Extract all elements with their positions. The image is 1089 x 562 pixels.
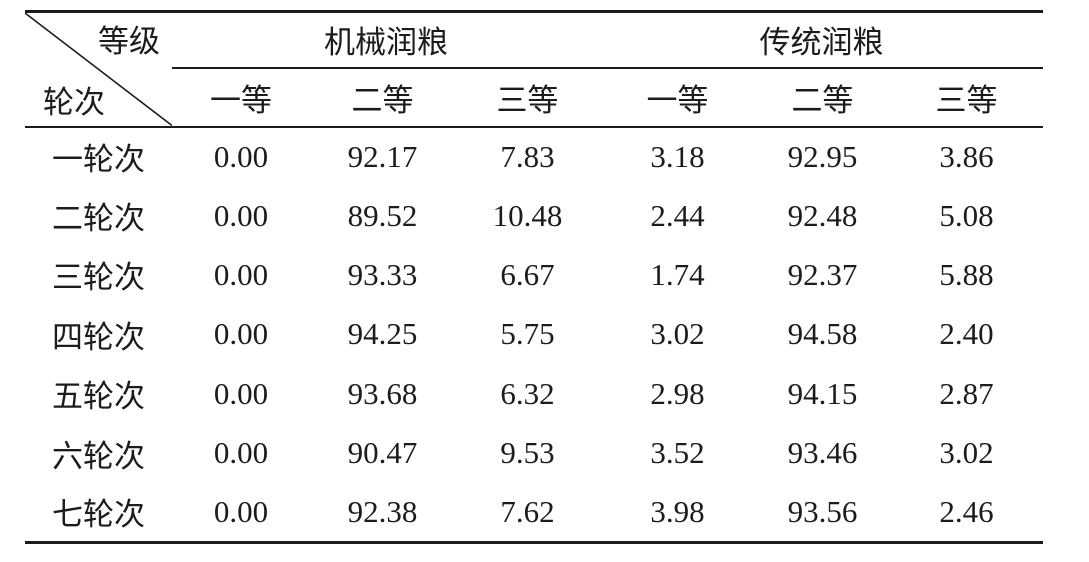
value-cell: 93.46 (787, 435, 858, 471)
value-cell: 92.48 (787, 197, 858, 233)
value-cell: 1.74 (650, 256, 705, 292)
value-cell: 0.00 (213, 435, 269, 471)
value-cell: 90.47 (347, 435, 418, 471)
value-cell: 94.25 (347, 316, 418, 352)
value-cell: 93.56 (787, 493, 858, 529)
value-cell: 92.17 (347, 138, 418, 174)
row-label: 一轮次 (51, 142, 145, 178)
row-label: 五轮次 (51, 379, 145, 415)
table-row: 七轮次 0.00 92.38 7.62 3.98 93.56 2.46 (25, 483, 1043, 542)
value-cell: 0.00 (213, 197, 269, 233)
value-cell: 5.88 (939, 256, 994, 292)
value-cell: 2.44 (650, 197, 705, 233)
corner-header-cell: 等级 轮次 (25, 11, 172, 128)
value-cell: 6.32 (500, 375, 555, 411)
col-header-trad-grade3: 三等 (889, 67, 1043, 128)
table-row: 六轮次 0.00 90.47 9.53 3.52 93.46 3.02 (25, 423, 1043, 482)
table-row: 四轮次 0.00 94.25 5.75 3.02 94.58 2.40 (25, 305, 1043, 364)
value-cell: 3.86 (939, 138, 994, 174)
value-cell: 3.52 (650, 435, 705, 471)
table-row: 三轮次 0.00 93.33 6.67 1.74 92.37 5.88 (25, 245, 1043, 304)
diagonal-divider-line (25, 13, 172, 126)
table-row: 二轮次 0.00 89.52 10.48 2.44 92.48 5.08 (25, 186, 1043, 245)
value-cell: 3.98 (650, 493, 705, 529)
row-label: 四轮次 (51, 319, 145, 355)
value-cell: 0.00 (213, 316, 269, 352)
value-cell: 3.18 (650, 138, 705, 174)
value-cell: 9.53 (500, 435, 555, 471)
value-cell: 89.52 (347, 197, 418, 233)
value-cell: 5.08 (939, 197, 994, 233)
row-label: 三轮次 (51, 260, 145, 296)
group-header-row: 等级 轮次 机械润粮 传统润粮 (25, 11, 1043, 128)
group-header-traditional: 传统润粮 (599, 11, 1043, 69)
row-label: 二轮次 (51, 201, 145, 237)
sub-header-row: 一等 二等 三等 一等 二等 三等 (25, 67, 1043, 128)
value-cell: 3.02 (650, 316, 705, 352)
value-cell: 92.95 (787, 138, 858, 174)
row-label: 六轮次 (51, 438, 145, 474)
value-cell: 93.68 (347, 375, 418, 411)
col-header-mech-grade2: 二等 (310, 67, 455, 128)
table-row: 五轮次 0.00 93.68 6.32 2.98 94.15 2.87 (25, 364, 1043, 423)
value-cell: 7.83 (500, 138, 555, 174)
value-cell: 0.00 (213, 493, 269, 529)
value-cell: 92.37 (787, 256, 858, 292)
value-cell: 2.46 (939, 493, 994, 529)
value-cell: 2.87 (939, 375, 994, 411)
value-cell: 6.67 (500, 256, 555, 292)
corner-row-axis-label: 轮次 (43, 84, 105, 120)
value-cell: 2.98 (650, 375, 705, 411)
value-cell: 3.02 (939, 435, 994, 471)
col-header-trad-grade1: 一等 (599, 67, 755, 128)
value-cell: 0.00 (213, 375, 269, 411)
value-cell: 0.00 (213, 138, 269, 174)
value-cell: 2.40 (939, 316, 994, 352)
value-cell: 5.75 (500, 316, 555, 352)
value-cell: 94.58 (787, 316, 858, 352)
row-label: 七轮次 (51, 497, 145, 533)
table-body: 一轮次 0.00 92.17 7.83 3.18 92.95 3.86 二轮次 0.00 89.5… (25, 127, 1043, 543)
col-header-mech-grade1: 一等 (171, 67, 311, 128)
table-row: 一轮次 0.00 92.17 7.83 3.18 92.95 3.86 (25, 127, 1043, 186)
value-cell: 93.33 (347, 256, 418, 292)
col-header-trad-grade2: 二等 (754, 67, 890, 128)
value-cell: 0.00 (213, 256, 269, 292)
value-cell: 94.15 (787, 375, 858, 411)
corner-column-axis-label: 等级 (97, 24, 160, 59)
group-header-mechanical: 机械润粮 (171, 11, 600, 69)
value-cell: 7.62 (500, 493, 555, 529)
grain-moistening-table: 等级 轮次 机械润粮 传统润粮 一等 二等 三等 一等 二等 三等 一轮次 0.0… (25, 10, 1043, 544)
value-cell: 10.48 (492, 197, 563, 233)
value-cell: 92.38 (347, 493, 418, 529)
col-header-mech-grade3: 三等 (454, 67, 600, 128)
